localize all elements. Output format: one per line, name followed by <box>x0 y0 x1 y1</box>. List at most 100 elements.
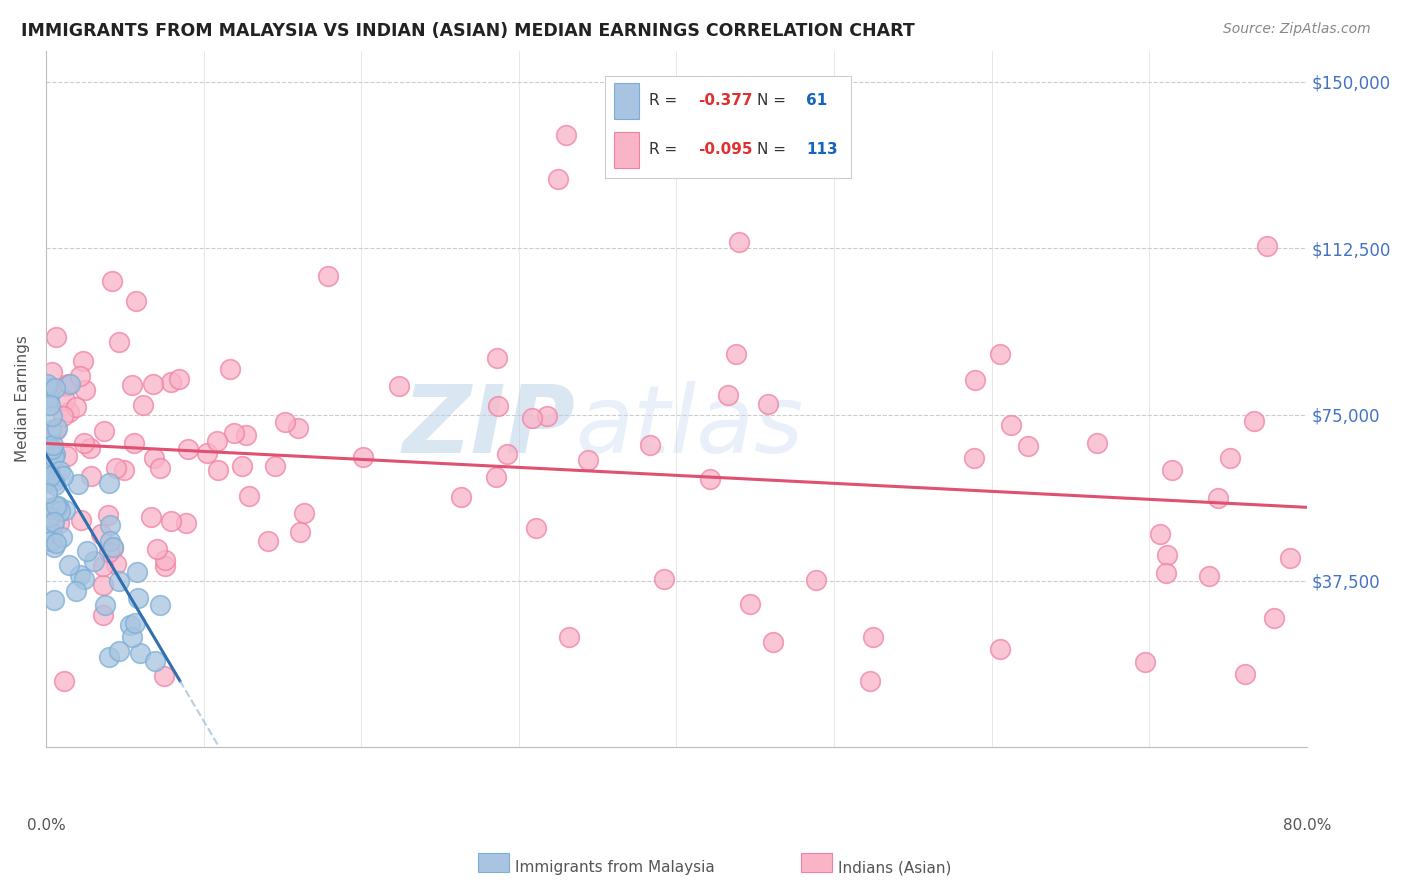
Point <box>76 544 98 558</box>
Point <box>1263 611 1285 625</box>
Point <box>41 526 63 541</box>
Point <box>486 399 509 413</box>
Point <box>132 398 155 412</box>
Point <box>388 379 411 393</box>
Point <box>49 504 72 518</box>
Point <box>37 393 59 408</box>
Point <box>1085 435 1108 450</box>
Point <box>107 335 129 350</box>
Point <box>576 452 599 467</box>
Text: -0.095: -0.095 <box>699 142 752 157</box>
Text: Source: ZipAtlas.com: Source: ZipAtlas.com <box>1223 22 1371 37</box>
Point <box>859 673 882 688</box>
Point <box>231 459 253 474</box>
Point <box>316 268 339 283</box>
Point <box>104 460 127 475</box>
Text: N =: N = <box>756 142 786 157</box>
Point <box>143 654 166 668</box>
Point <box>48 516 70 531</box>
Point <box>39 463 62 477</box>
Point <box>108 644 131 658</box>
Point <box>740 597 762 611</box>
Text: 0.0%: 0.0% <box>27 818 65 833</box>
Point <box>72 354 94 368</box>
Point <box>352 450 374 465</box>
Text: 61: 61 <box>807 93 828 108</box>
Point <box>699 472 721 486</box>
Point <box>59 376 82 391</box>
Point <box>39 500 62 515</box>
Point <box>52 468 75 483</box>
Point <box>1154 566 1177 580</box>
Point <box>45 330 67 344</box>
Point <box>122 436 145 450</box>
Point <box>35 376 58 391</box>
Point <box>804 573 827 587</box>
Point <box>118 618 141 632</box>
Point <box>44 478 66 492</box>
Point <box>55 379 77 393</box>
Point <box>45 499 67 513</box>
Point <box>79 442 101 456</box>
Point <box>38 454 60 468</box>
Point <box>292 506 315 520</box>
Point <box>195 446 218 460</box>
Text: atlas: atlas <box>575 382 804 473</box>
Text: 113: 113 <box>807 142 838 157</box>
Point <box>287 421 309 435</box>
Point <box>108 574 131 588</box>
Point <box>91 558 114 573</box>
Point <box>38 509 60 524</box>
Point <box>39 469 62 483</box>
Point <box>485 351 508 366</box>
Point <box>963 373 986 387</box>
Point <box>724 347 747 361</box>
Point <box>1279 551 1302 566</box>
Point <box>962 450 984 465</box>
Point <box>1156 548 1178 562</box>
Point <box>638 437 661 451</box>
Point <box>65 583 87 598</box>
Point <box>46 499 69 513</box>
Point <box>1149 526 1171 541</box>
Point <box>44 593 66 607</box>
Point <box>1206 491 1229 505</box>
Point <box>56 449 79 463</box>
Point <box>121 377 143 392</box>
Point <box>42 517 65 532</box>
Point <box>39 398 62 412</box>
Point <box>263 458 285 473</box>
Point <box>37 439 59 453</box>
Point <box>44 381 66 395</box>
Point <box>41 442 63 456</box>
Point <box>125 294 148 309</box>
Point <box>114 463 136 477</box>
Point <box>69 568 91 582</box>
Point <box>555 128 578 142</box>
Point <box>97 508 120 522</box>
Point <box>91 608 114 623</box>
Point <box>224 426 246 441</box>
Point <box>67 476 90 491</box>
Point <box>149 599 172 613</box>
Point <box>105 557 128 571</box>
Point <box>536 409 558 423</box>
Point <box>45 535 67 549</box>
Point <box>101 274 124 288</box>
Point <box>558 630 581 644</box>
Text: Immigrants from Malaysia: Immigrants from Malaysia <box>515 861 714 875</box>
Point <box>52 409 75 423</box>
Point <box>125 565 148 579</box>
Point <box>288 525 311 540</box>
Point <box>93 424 115 438</box>
Point <box>728 235 751 249</box>
Point <box>205 434 228 449</box>
Point <box>160 514 183 528</box>
Bar <box>614 132 640 168</box>
Text: Indians (Asian): Indians (Asian) <box>838 861 952 875</box>
Point <box>75 383 97 397</box>
Point <box>35 516 58 530</box>
Point <box>41 533 63 548</box>
Point <box>450 491 472 505</box>
Point <box>257 534 280 549</box>
